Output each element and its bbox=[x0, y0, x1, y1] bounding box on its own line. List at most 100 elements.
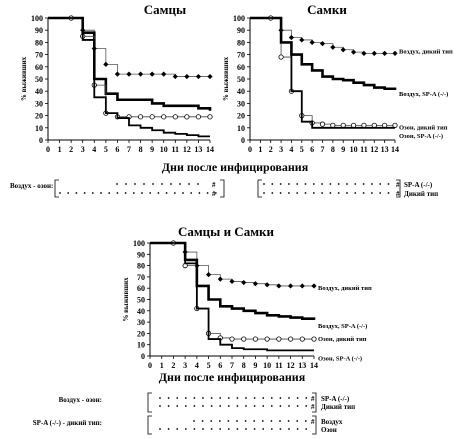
sig-bottom-row1-line1-hash: # bbox=[311, 395, 315, 403]
sig-top-females-row1-dot bbox=[371, 183, 373, 185]
males-chart-title: Самцы bbox=[144, 2, 186, 17]
sig-top-males-row2-dot bbox=[141, 192, 143, 194]
males-point-oz_wt bbox=[161, 114, 167, 120]
sig-top-males-row1-dot bbox=[134, 183, 136, 185]
females-y-axis-label: % выживших bbox=[222, 56, 230, 101]
sig-bottom-row1-line1-dot bbox=[219, 397, 222, 399]
sig-top-males-row2-dot bbox=[83, 192, 86, 194]
females-x-tick-label: 12 bbox=[370, 145, 378, 154]
sig-top-females-row2-dot bbox=[371, 192, 373, 194]
sig-bottom-row1-line2-dot bbox=[288, 405, 290, 407]
males-y-tick-label: 90 bbox=[35, 26, 43, 35]
males-x-tick-label: 4 bbox=[92, 145, 96, 154]
sig-bottom-row1-line2-dot bbox=[184, 405, 187, 407]
both-chart-title: Самцы и Самки bbox=[178, 224, 275, 239]
females-x-tick-label: 4 bbox=[289, 145, 293, 154]
sig-top-females-row1-dot bbox=[362, 183, 365, 185]
sig-bottom-row2-line2-dot bbox=[236, 428, 239, 430]
females-x-tick-label: 14 bbox=[391, 145, 399, 154]
sig-bottom-row1-line2-dot bbox=[296, 405, 299, 407]
males-x-tick-label: 13 bbox=[194, 145, 202, 154]
sig-top-males-row2-dot bbox=[182, 192, 184, 194]
sig-top-males-row2-dot bbox=[124, 192, 127, 194]
sig-bottom-row1-line2-dot bbox=[236, 405, 239, 407]
females-x-tick-label: 7 bbox=[321, 145, 325, 154]
both-point-air_wt bbox=[205, 272, 212, 278]
sig-top-females-row1-dot bbox=[346, 183, 348, 185]
sig-bottom-row2-line1-dot bbox=[304, 420, 307, 422]
sig-bottom-row2-line2-dot bbox=[210, 428, 213, 430]
sig-bottom-row2-line2-dot bbox=[202, 428, 204, 430]
sig-top-males-row2-dot bbox=[67, 192, 70, 194]
both-y-tick-label: 90 bbox=[137, 250, 145, 259]
females-point-air_wt bbox=[392, 50, 398, 56]
females-point-air_wt bbox=[350, 49, 357, 55]
sig-top-males-row1-dot bbox=[197, 183, 199, 185]
females-series-label-air_wt: Воздух, дикий тип bbox=[399, 48, 453, 55]
sig-bottom-row2-line2-dot bbox=[219, 428, 222, 430]
sig-top-females-row2-dot bbox=[288, 192, 290, 194]
sig-bottom-row1-line1-dot bbox=[193, 397, 196, 399]
sig-bottom-row2-line2-dot bbox=[288, 428, 290, 430]
females-chart-title: Самки bbox=[307, 2, 347, 17]
both-y-tick-label: 80 bbox=[137, 262, 145, 271]
males-y-tick-label: 10 bbox=[35, 124, 43, 133]
sig-bottom-row2-line1-dot bbox=[236, 420, 238, 422]
both-point-air_wt bbox=[287, 283, 294, 289]
sig-top-males-row1-hash: # bbox=[212, 181, 216, 189]
sig-bottom-row1-line1-dot bbox=[176, 397, 179, 399]
males-series-air_wt bbox=[48, 17, 210, 77]
both-x-tick-label: 7 bbox=[230, 361, 234, 370]
females-y-tick-label: 100 bbox=[233, 14, 245, 23]
sig-bottom-row1-line2-dot bbox=[193, 405, 196, 407]
males-point-air_wt bbox=[114, 71, 121, 77]
both-x-tick-label: 0 bbox=[148, 361, 152, 370]
males-point-air_wt bbox=[172, 73, 178, 80]
females-y-tick-label: 10 bbox=[237, 124, 245, 133]
sig-bottom-row1-bracket-left bbox=[147, 392, 152, 413]
sig-bottom-row2-line1-dot bbox=[296, 420, 299, 422]
sig-top-females-row1-dot bbox=[321, 183, 323, 185]
sig-bottom-row1-line2-dot bbox=[279, 405, 282, 407]
sig-bottom-row1-line2-dot bbox=[270, 405, 273, 407]
sig-bottom-row2-line1-dot bbox=[210, 420, 213, 422]
sig-top-right-label-1: SP-A (-/-) bbox=[404, 181, 433, 189]
sig-top-females-row1-dot bbox=[312, 183, 315, 185]
both-point-air_wt bbox=[311, 283, 317, 289]
sig-bottom-row2-line2-dot bbox=[270, 428, 273, 430]
females-x-tick-label: 13 bbox=[381, 145, 389, 154]
sig-bottom-row1-line2-dot bbox=[227, 405, 230, 407]
both-x-tick-label: 6 bbox=[218, 361, 222, 370]
sig-top-males-row2-dot bbox=[59, 192, 61, 194]
females-y-tick-label: 50 bbox=[237, 75, 245, 84]
females-x-tick-label: 1 bbox=[258, 145, 262, 154]
males-x-tick-label: 14 bbox=[206, 145, 214, 154]
sig-bottom-row1-line1-dot bbox=[227, 397, 230, 399]
sig-bottom-row1-line2-dot bbox=[262, 405, 265, 407]
females-x-tick-label: 9 bbox=[341, 145, 345, 154]
both-point-air_wt bbox=[276, 283, 282, 289]
sig-bottom-row2-bracket-left bbox=[147, 415, 152, 435]
sig-bottom-row1-line1-dot bbox=[253, 397, 256, 399]
both-x-tick-label: 11 bbox=[275, 361, 283, 370]
both-point-oz_wt bbox=[241, 336, 247, 342]
sig-bottom-row1-line1-dot bbox=[245, 397, 247, 399]
sig-top-females-row1-dot bbox=[379, 183, 382, 185]
sig-bottom-row2-label: SP-A (-/-) - дикий тип: bbox=[33, 419, 102, 427]
sig-top-females-row2-dot bbox=[362, 192, 365, 194]
sig-top-females-row1-dot bbox=[288, 183, 290, 185]
sig-bottom-row2-line2-dot bbox=[227, 428, 230, 430]
both-x-tick-label: 8 bbox=[242, 361, 246, 370]
sig-top-females-row2-dot bbox=[354, 192, 357, 194]
males-series-oz_wt bbox=[48, 17, 210, 118]
both-series-label-oz_ko: Озон, SP-A (-/-) bbox=[318, 355, 362, 362]
both-y-tick-label: 10 bbox=[137, 341, 145, 350]
sig-bottom-row2-line1-dot bbox=[287, 420, 290, 422]
both-point-oz_wt bbox=[311, 336, 317, 342]
females-x-tick-label: 6 bbox=[310, 145, 314, 154]
sig-top-females-row1-dot bbox=[279, 183, 282, 185]
males-point-oz_wt bbox=[172, 114, 178, 120]
sig-top-females-row2-dot bbox=[329, 192, 332, 194]
